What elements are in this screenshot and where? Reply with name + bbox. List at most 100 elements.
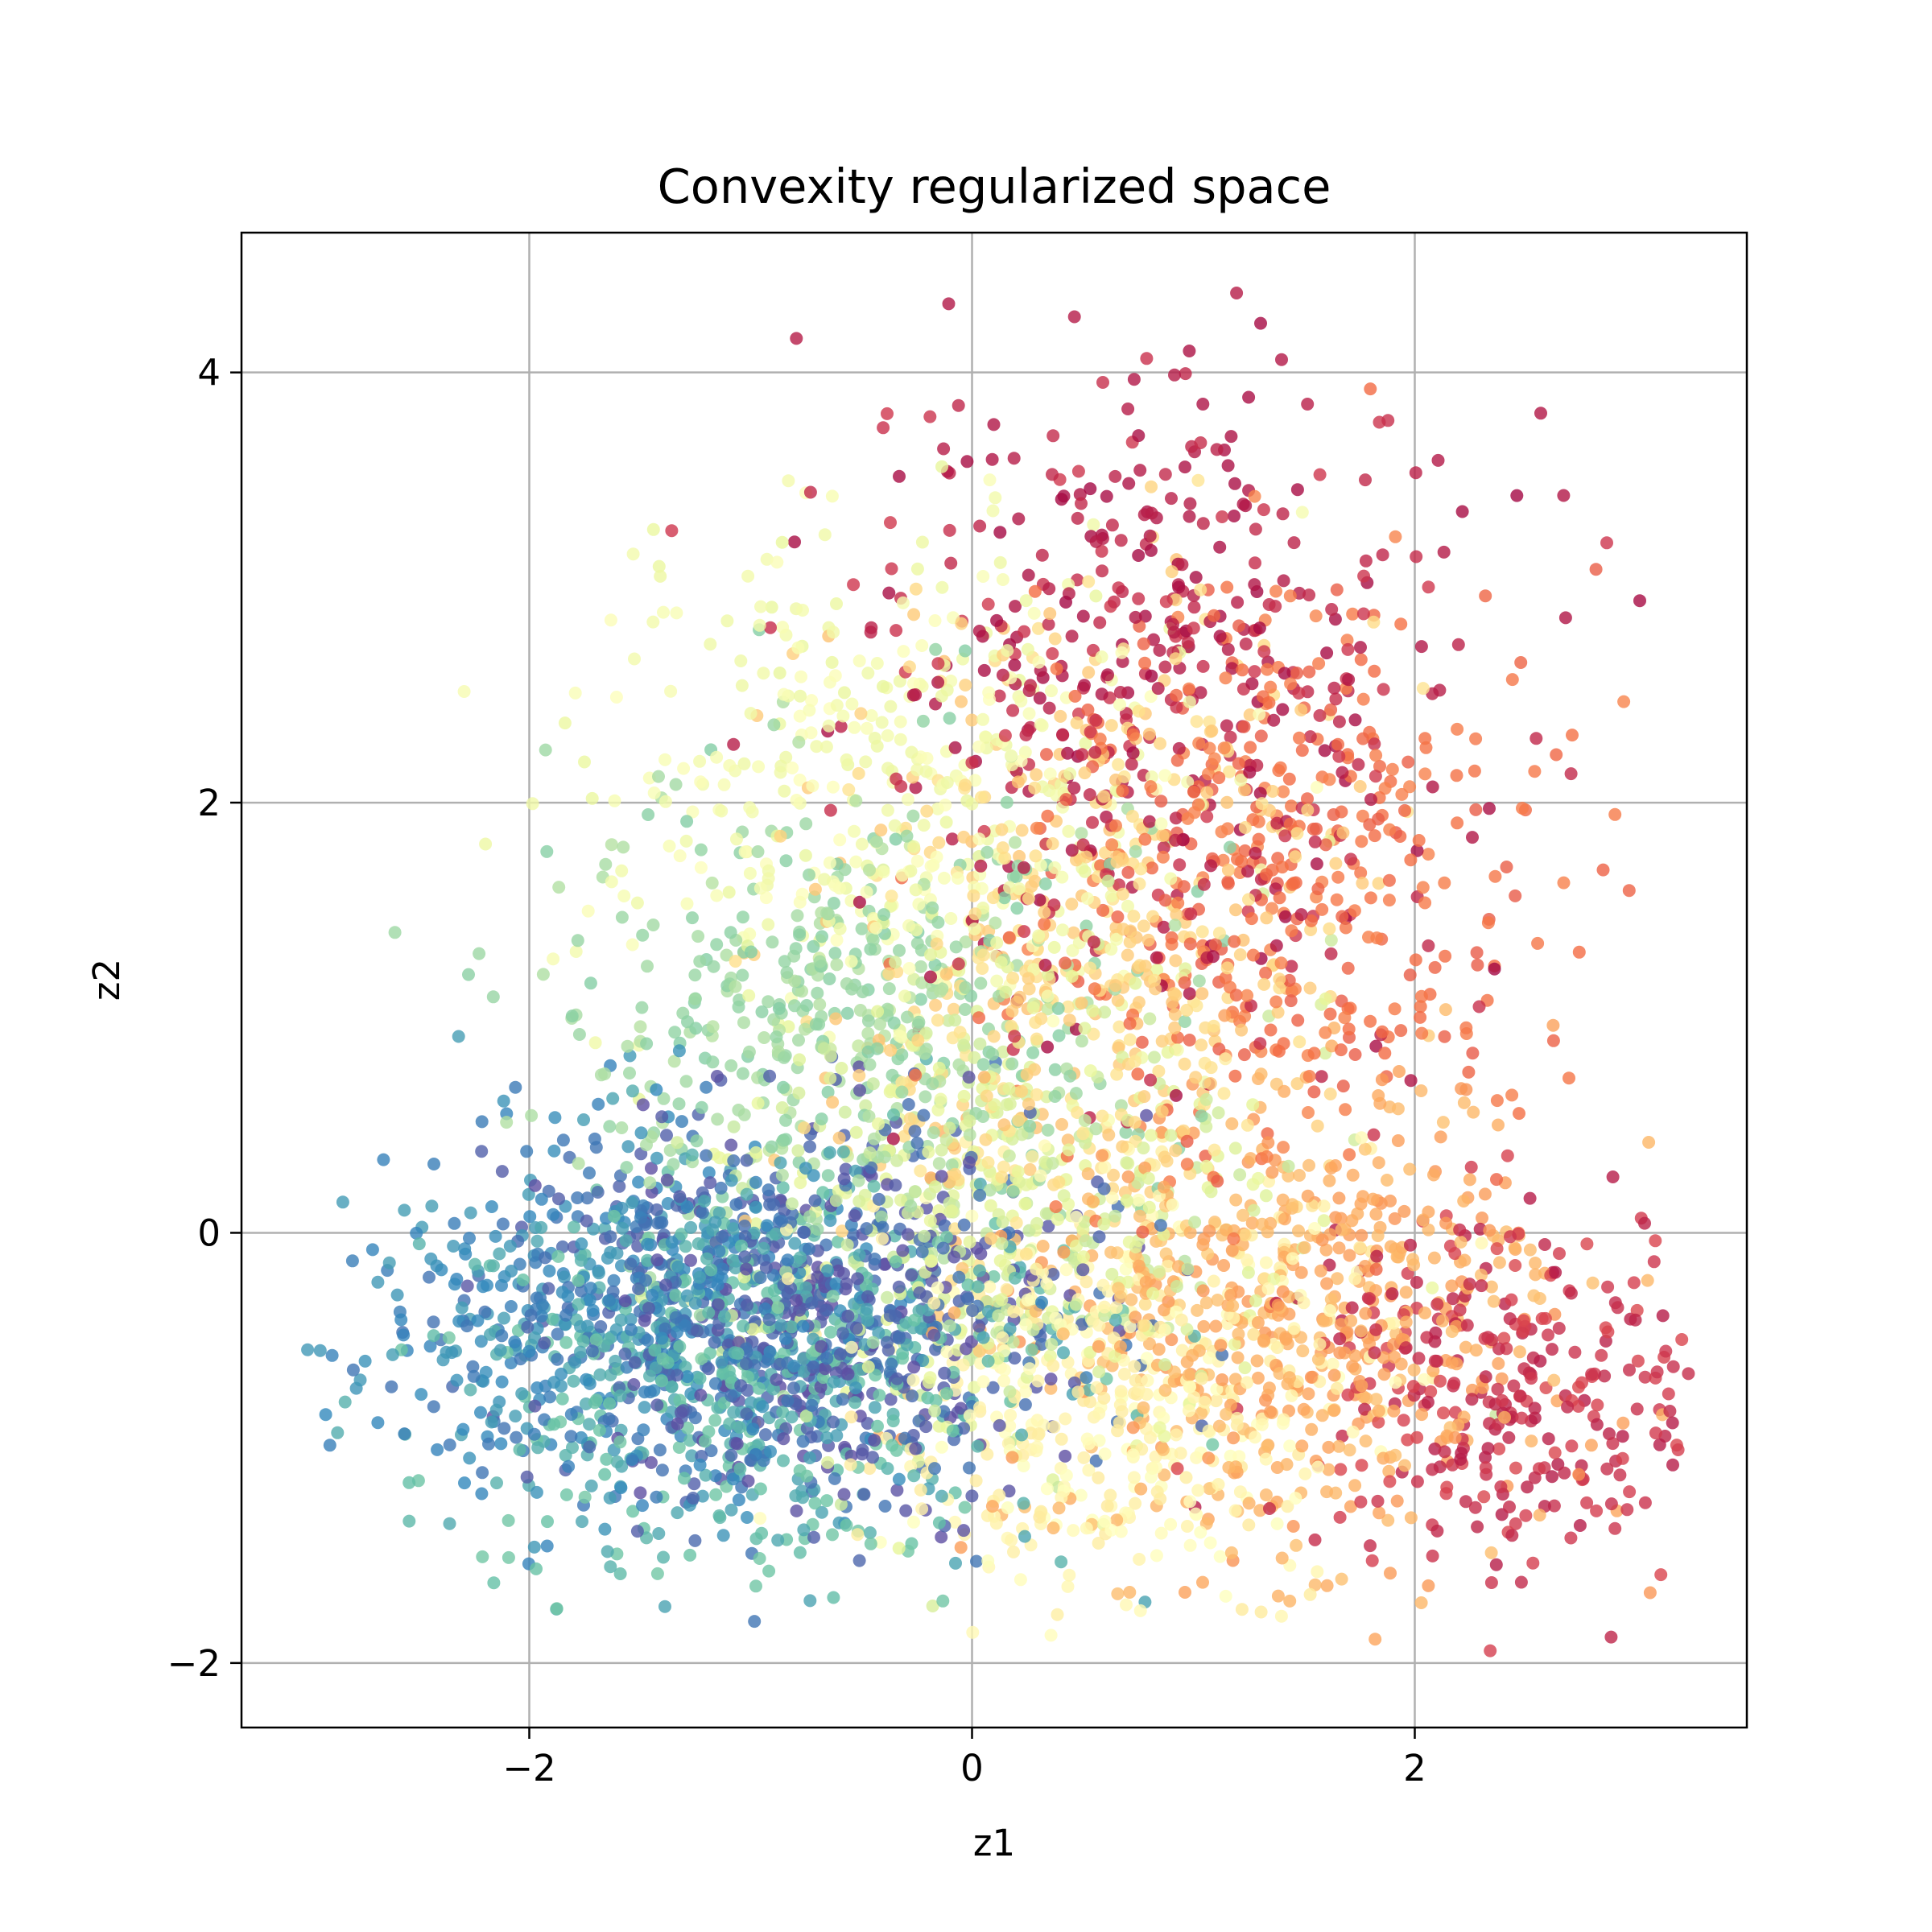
scatter-point: [386, 1348, 399, 1361]
scatter-point: [724, 1503, 738, 1517]
scatter-point: [543, 1390, 557, 1404]
scatter-point: [528, 1331, 542, 1344]
scatter-point: [494, 1437, 508, 1451]
scatter-point: [463, 1451, 477, 1465]
scatter-point: [1359, 1435, 1373, 1448]
scatter-point: [539, 743, 552, 757]
scatter-point: [1464, 1160, 1478, 1174]
scatter-point: [1376, 1025, 1389, 1038]
scatter-point: [673, 1340, 687, 1353]
scatter-point: [1276, 507, 1290, 521]
scatter-point: [672, 1044, 686, 1058]
scatter-point: [487, 1576, 501, 1590]
scatter-point: [1331, 870, 1345, 884]
scatter-point: [965, 756, 979, 770]
scatter-point: [706, 1055, 720, 1069]
scatter-point: [1495, 1372, 1509, 1385]
scatter-point: [714, 1181, 728, 1195]
scatter-point: [969, 1474, 983, 1488]
scatter-point: [1158, 1323, 1171, 1337]
scatter-point: [1307, 1085, 1321, 1099]
scatter-point: [973, 1037, 987, 1051]
scatter-point: [1087, 935, 1100, 949]
scatter-point: [673, 849, 687, 863]
scatter-point: [907, 1469, 921, 1483]
scatter-point: [943, 1121, 956, 1135]
scatter-point: [749, 1146, 763, 1159]
scatter-point: [423, 1340, 437, 1353]
scatter-point: [1332, 1439, 1346, 1453]
scatter-point: [803, 868, 815, 881]
scatter-point: [1165, 492, 1178, 506]
scatter-point: [1048, 632, 1062, 646]
scatter-point: [1630, 1402, 1644, 1416]
scatter-point: [830, 933, 844, 947]
scatter-point: [962, 1071, 976, 1084]
scatter-point: [708, 1335, 721, 1349]
scatter-point: [1042, 617, 1055, 631]
scatter-point: [646, 919, 660, 931]
scatter-point: [1616, 1451, 1629, 1465]
scatter-point: [935, 689, 948, 703]
scatter-point: [890, 1443, 903, 1457]
scatter-point: [828, 669, 842, 683]
scatter-point: [665, 1406, 679, 1418]
scatter-point: [884, 1043, 898, 1057]
scatter-point: [1375, 1073, 1389, 1087]
scatter-point: [694, 775, 708, 789]
scatter-point: [1276, 703, 1290, 716]
scatter-point: [1108, 469, 1122, 483]
scatter-point: [1200, 810, 1214, 824]
scatter-point: [1084, 1064, 1097, 1078]
scatter-point: [1241, 1253, 1254, 1267]
scatter-point: [1603, 1427, 1616, 1441]
scatter-point: [885, 562, 898, 576]
scatter-point: [670, 1368, 683, 1382]
scatter-point: [672, 1097, 686, 1111]
scatter-point: [1671, 1443, 1685, 1456]
scatter-point: [919, 1090, 932, 1104]
scatter-point: [1180, 1158, 1194, 1171]
scatter-point: [1490, 1242, 1504, 1256]
scatter-point: [1552, 1322, 1566, 1335]
scatter-point: [1145, 480, 1158, 493]
scatter-point: [1382, 894, 1396, 907]
scatter-point: [770, 555, 784, 569]
scatter-point: [890, 1372, 904, 1385]
scatter-point: [1192, 737, 1206, 750]
scatter-point: [1084, 725, 1097, 739]
scatter-point: [1471, 1520, 1484, 1534]
scatter-point: [957, 1524, 971, 1538]
scatter-point: [974, 859, 988, 873]
scatter-point: [1195, 1372, 1208, 1385]
scatter-point: [665, 1236, 679, 1249]
scatter-point: [684, 1253, 697, 1267]
scatter-point: [751, 1096, 765, 1110]
scatter-point: [1019, 1247, 1033, 1261]
scatter-point: [1108, 595, 1121, 609]
scatter-point: [1069, 1087, 1083, 1100]
scatter-point: [852, 1174, 865, 1187]
scatter-point: [1190, 999, 1203, 1013]
scatter-point: [926, 901, 939, 914]
scatter-point: [475, 1145, 489, 1158]
scatter-point: [807, 1169, 820, 1183]
scatter-point: [1116, 887, 1129, 901]
scatter-point: [1330, 583, 1344, 597]
scatter-point: [1063, 767, 1077, 781]
scatter-point: [1616, 1430, 1629, 1443]
scatter-point: [935, 1530, 948, 1544]
scatter-point: [816, 1186, 830, 1199]
scatter-point: [1356, 809, 1369, 823]
scatter-point: [890, 1484, 904, 1497]
scatter-point: [504, 1300, 518, 1313]
scatter-point: [1287, 536, 1301, 550]
scatter-point: [954, 1402, 968, 1415]
scatter-point: [965, 713, 979, 727]
scatter-point: [1032, 1427, 1046, 1441]
scatter-point: [402, 1514, 416, 1528]
scatter-point: [935, 1440, 948, 1454]
scatter-point: [1270, 1517, 1284, 1530]
scatter-point: [1090, 1381, 1104, 1394]
scatter-point: [853, 1004, 867, 1017]
